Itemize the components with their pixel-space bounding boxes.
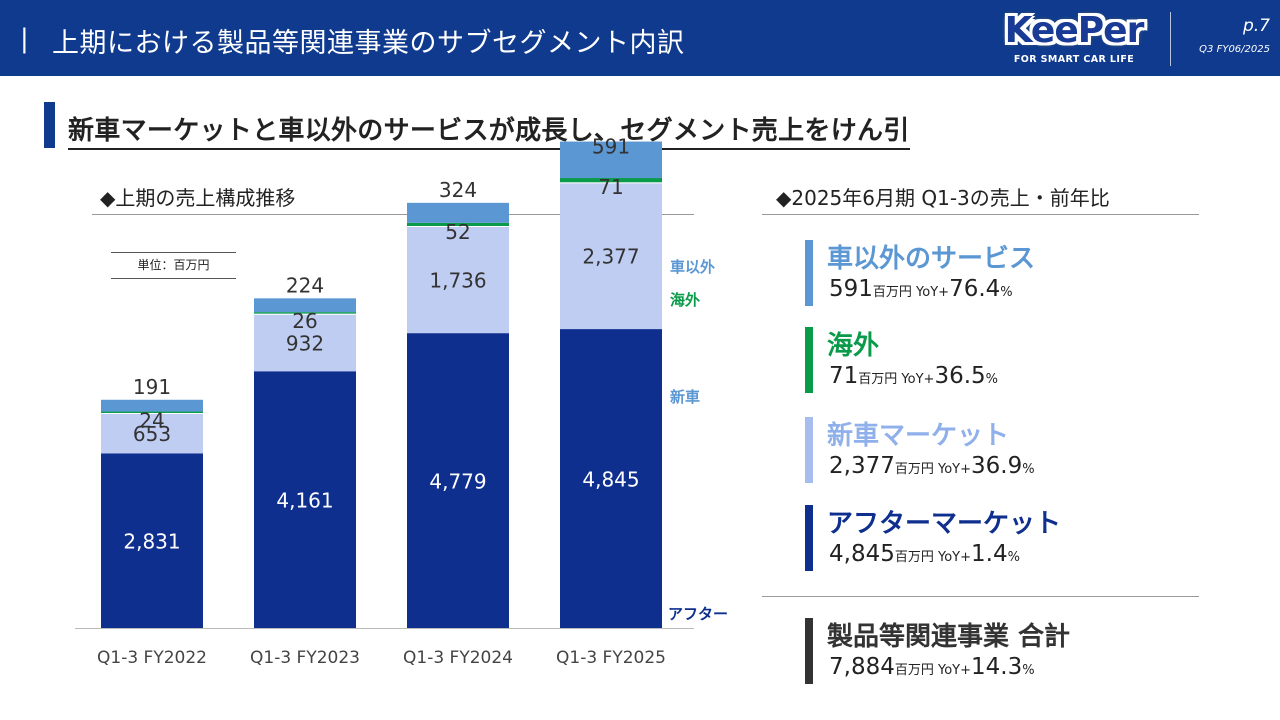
logo-tagline: FOR SMART CAR LIFE	[1013, 54, 1135, 65]
bar-non_car	[101, 399, 203, 412]
data-label-non-car: 324	[439, 178, 477, 202]
card-percent: %	[1022, 663, 1035, 678]
card-amount: 7,884	[829, 654, 895, 680]
card-title: アフターマーケット	[827, 509, 1062, 539]
page-number: p.7	[1242, 16, 1270, 36]
card-values: 71百万円 YoY+36.5%	[829, 363, 998, 389]
card-yoy-value: 76.4	[949, 276, 1001, 302]
data-label-non-car: 591	[592, 135, 630, 159]
bar-after	[101, 453, 203, 628]
card-accent	[805, 505, 813, 571]
page-title: 上期における製品等関連事業のサブセグメント内訳	[52, 28, 685, 59]
bar-new_car	[407, 226, 509, 334]
card-unit: 百万円	[872, 285, 912, 300]
card-percent: %	[1022, 462, 1035, 477]
bar-new_car	[560, 182, 662, 330]
card-accent	[805, 327, 813, 393]
card-yoy-value: 1.4	[971, 541, 1008, 567]
data-label-non-car: 224	[286, 273, 324, 297]
data-label-overseas: 71	[598, 175, 623, 199]
card-yoy-label: YoY+	[933, 550, 972, 565]
card-unit: 百万円	[894, 462, 934, 477]
right-section-rule	[762, 214, 1199, 215]
card-title: 車以外のサービス	[827, 244, 1036, 274]
subheadline-accent	[44, 102, 55, 148]
left-section-rule	[92, 214, 694, 215]
card-yoy-label: YoY+	[897, 372, 935, 387]
data-label-non-car: 191	[133, 375, 171, 399]
bar-overseas	[560, 178, 662, 183]
header-divider	[1170, 12, 1171, 66]
x-tick-label: Q1-3 FY2022	[97, 648, 207, 668]
card-percent: %	[985, 372, 999, 387]
data-label-new-car: 1,736	[429, 269, 486, 293]
bar-non_car	[560, 141, 662, 179]
header-bar-mark: |	[20, 24, 29, 54]
card-yoy-value: 36.5	[934, 363, 986, 389]
total-separator	[762, 596, 1199, 597]
card-title: 新車マーケット	[827, 421, 1010, 451]
data-label-overseas: 24	[139, 409, 164, 433]
card-yoy-value: 36.9	[971, 453, 1023, 479]
card-title: 製品等関連事業 合計	[827, 622, 1071, 652]
right-section-title: ◆2025年6月期 Q1-3の売上・前年比	[776, 186, 1110, 210]
unit-label: 単位：百万円	[111, 252, 236, 279]
card-yoy-label: YoY+	[933, 663, 972, 678]
keeper-logo: KeePer FOR SMART CAR LIFE	[996, 10, 1152, 68]
bar-after	[407, 333, 509, 628]
bar-overseas	[407, 222, 509, 227]
bar-overseas	[254, 312, 356, 314]
card-amount: 2,377	[829, 453, 895, 479]
card-unit: 百万円	[894, 550, 934, 565]
card-accent	[805, 417, 813, 483]
card-values: 7,884百万円 YoY+14.3%	[829, 654, 1035, 680]
legend-after: アフター	[668, 605, 729, 623]
bar-non_car	[254, 298, 356, 313]
logo-wordmark: KeePer	[1004, 10, 1145, 51]
card-unit: 百万円	[858, 372, 898, 387]
card-yoy-label: YoY+	[911, 285, 950, 300]
card-title: 海外	[827, 331, 880, 361]
card-values: 2,377百万円 YoY+36.9%	[829, 453, 1035, 479]
legend-non-car: 車以外	[670, 258, 716, 276]
data-label-new-car: 932	[286, 332, 324, 356]
data-label-after: 2,831	[123, 530, 180, 554]
bar-non_car	[407, 202, 509, 223]
left-section-title: ◆上期の売上構成推移	[100, 186, 296, 210]
data-label-overseas: 26	[292, 309, 317, 333]
data-label-after: 4,845	[582, 468, 639, 492]
card-values: 591百万円 YoY+76.4%	[829, 276, 1013, 302]
subheadline: 新車マーケットと車以外のサービスが成長し、セグメント売上をけん引	[68, 110, 910, 150]
card-yoy-value: 14.3	[971, 654, 1023, 680]
card-amount: 71	[829, 363, 859, 389]
legend-overseas: 海外	[670, 291, 701, 309]
data-label-overseas: 52	[445, 220, 470, 244]
card-yoy-label: YoY+	[933, 462, 972, 477]
bar-after	[254, 371, 356, 628]
legend-new-car: 新車	[670, 388, 701, 406]
card-percent: %	[1007, 550, 1020, 565]
bar-new_car	[101, 413, 203, 454]
card-amount: 4,845	[829, 541, 895, 567]
card-accent	[805, 240, 813, 306]
x-tick-label: Q1-3 FY2025	[556, 648, 666, 668]
bar-new_car	[254, 313, 356, 372]
header-banner: | 上期における製品等関連事業のサブセグメント内訳 KeePer FOR SMA…	[0, 0, 1280, 76]
card-amount: 591	[829, 276, 873, 302]
card-percent: %	[1000, 285, 1013, 300]
x-tick-label: Q1-3 FY2024	[403, 648, 513, 668]
x-tick-label: Q1-3 FY2023	[250, 648, 360, 668]
card-values: 4,845百万円 YoY+1.4%	[829, 541, 1020, 567]
data-label-after: 4,779	[429, 470, 486, 494]
data-label-after: 4,161	[276, 489, 333, 513]
page-period: Q3 FY06/2025	[1199, 44, 1270, 55]
bar-after	[560, 329, 662, 628]
bar-overseas	[101, 411, 203, 414]
card-unit: 百万円	[894, 663, 934, 678]
data-label-new-car: 653	[133, 422, 171, 446]
card-accent	[805, 618, 813, 684]
data-label-new-car: 2,377	[582, 245, 639, 269]
